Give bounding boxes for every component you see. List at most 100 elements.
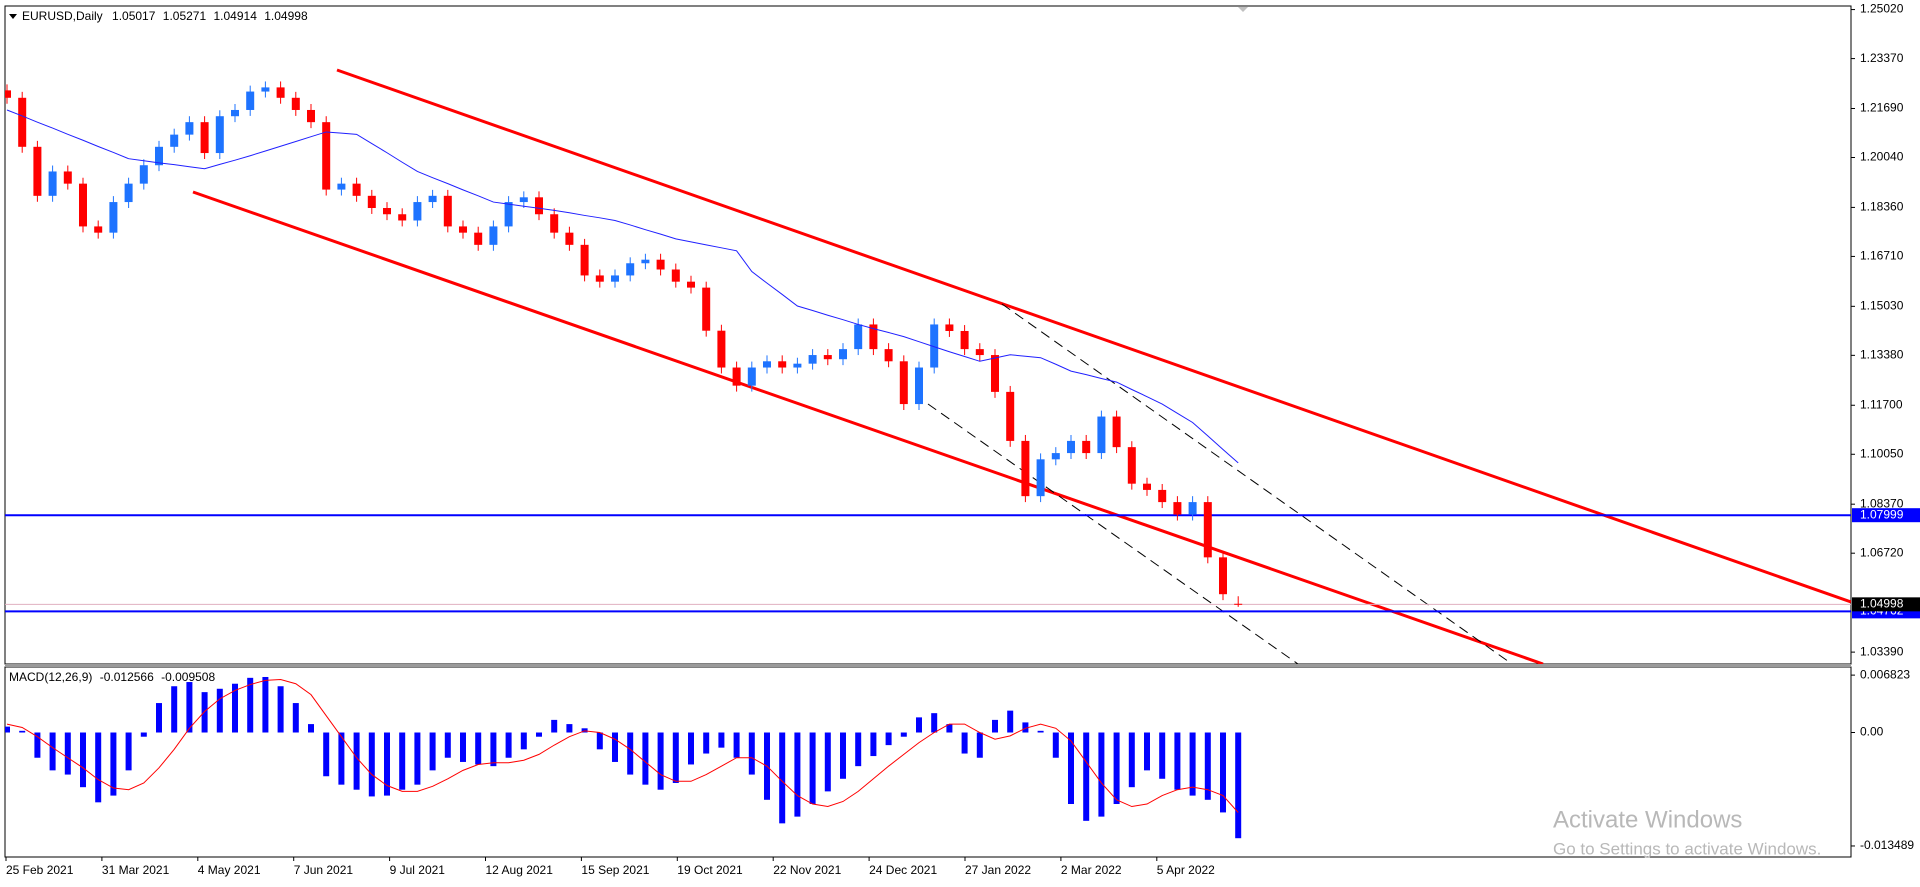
macd-bar bbox=[34, 732, 41, 758]
price-label: 1.04998 bbox=[1860, 597, 1904, 611]
macd-bar bbox=[460, 732, 466, 762]
y2-tick-label: 0.006823 bbox=[1860, 667, 1910, 681]
candle-body bbox=[1203, 502, 1212, 558]
x-tick-label: 2 Mar 2022 bbox=[1061, 863, 1122, 877]
macd-bar bbox=[520, 732, 527, 750]
candle-body bbox=[33, 146, 42, 196]
candle-body bbox=[884, 349, 893, 362]
macd-bar bbox=[292, 703, 299, 733]
y-tick-label: 1.06720 bbox=[1860, 545, 1904, 559]
candle-body bbox=[398, 214, 407, 221]
candle-body bbox=[535, 197, 543, 215]
candle-body bbox=[79, 183, 87, 227]
macd-bar bbox=[1128, 732, 1135, 788]
menu-triangle[interactable] bbox=[9, 14, 17, 19]
candle-body bbox=[18, 97, 27, 147]
candle-body bbox=[155, 146, 163, 166]
candle-body bbox=[763, 361, 771, 368]
macd-bar bbox=[399, 732, 406, 790]
x-tick-label: 25 Feb 2021 bbox=[6, 863, 74, 877]
macd-bar bbox=[1159, 732, 1166, 779]
macd-bar bbox=[5, 726, 10, 733]
candle-body bbox=[200, 122, 209, 154]
candle-body bbox=[626, 263, 635, 276]
close: 1.04998 bbox=[264, 9, 308, 23]
macd-bar bbox=[171, 686, 178, 733]
x-tick-label: 19 Oct 2021 bbox=[677, 863, 743, 877]
candle-body bbox=[1067, 440, 1075, 454]
candle-body bbox=[869, 324, 878, 350]
macd-bar bbox=[140, 732, 147, 737]
x-tick-label: 24 Dec 2021 bbox=[869, 863, 937, 877]
y2-tick-label: 0.00 bbox=[1860, 725, 1884, 739]
macd-bar bbox=[201, 692, 208, 733]
macd-bar bbox=[642, 732, 649, 785]
y-tick-label: 1.25020 bbox=[1860, 2, 1904, 16]
candle-body bbox=[352, 183, 361, 196]
macd-bar bbox=[536, 732, 542, 737]
candle-body bbox=[1051, 453, 1060, 460]
macd-bar bbox=[49, 732, 56, 771]
candle-body bbox=[991, 355, 999, 392]
macd-bar bbox=[976, 732, 983, 758]
candle-body bbox=[94, 226, 103, 233]
candle-body bbox=[367, 195, 376, 209]
y-tick-label: 1.18360 bbox=[1860, 200, 1904, 214]
candle-body bbox=[322, 122, 331, 190]
y-tick-label: 1.21690 bbox=[1860, 101, 1904, 115]
x-tick-label: 5 Apr 2022 bbox=[1157, 863, 1215, 877]
candle-body bbox=[565, 232, 574, 245]
candle-body bbox=[1112, 416, 1121, 448]
macd-bar bbox=[840, 732, 846, 779]
candle-body bbox=[915, 367, 923, 405]
candle-body bbox=[1006, 391, 1015, 441]
macd-bar bbox=[1022, 722, 1029, 733]
macd-bar bbox=[323, 732, 330, 777]
candle-body bbox=[1082, 440, 1091, 454]
candle-body bbox=[702, 287, 711, 331]
candle-body bbox=[413, 202, 422, 221]
macd-bar bbox=[64, 732, 71, 775]
candle-body bbox=[307, 109, 315, 123]
candle-body bbox=[778, 361, 787, 368]
macd-bar bbox=[353, 732, 360, 790]
chart-header: EURUSD,Daily 1.05017 1.05271 1.04914 1.0… bbox=[22, 9, 308, 23]
candle-body bbox=[1219, 557, 1227, 595]
y-tick-label: 1.16710 bbox=[1860, 249, 1904, 263]
macd-bar bbox=[247, 677, 254, 733]
candle-body bbox=[1097, 416, 1106, 454]
x-tick-label: 15 Sep 2021 bbox=[581, 863, 649, 877]
candle-body bbox=[580, 244, 589, 276]
candle-body bbox=[1173, 502, 1182, 515]
macd-bar bbox=[1235, 732, 1242, 839]
y-tick-label: 1.08370 bbox=[1860, 496, 1904, 510]
low: 1.04914 bbox=[214, 9, 258, 23]
moving-average bbox=[6, 109, 1239, 464]
dashed-line bbox=[927, 403, 1299, 664]
candle-body bbox=[930, 324, 939, 368]
macd-bar bbox=[429, 732, 436, 771]
candle-body bbox=[5, 90, 11, 98]
y2-tick-label: -0.013489 bbox=[1860, 838, 1914, 852]
candle-body bbox=[1143, 483, 1151, 490]
candle-body bbox=[1127, 447, 1136, 484]
candle-body bbox=[443, 195, 452, 227]
macd-bar bbox=[110, 732, 117, 796]
channel-upper bbox=[336, 68, 1851, 604]
macd-bar bbox=[414, 732, 421, 785]
macd-bar bbox=[612, 732, 618, 762]
y-tick-label: 1.03390 bbox=[1860, 644, 1904, 658]
candle-body bbox=[656, 259, 665, 270]
x-tick-label: 7 Jun 2021 bbox=[294, 863, 354, 877]
macd-bar bbox=[368, 732, 375, 797]
candle-body bbox=[611, 275, 619, 282]
macd-bar bbox=[232, 683, 238, 733]
macd-bar bbox=[156, 703, 162, 733]
macd-bar bbox=[870, 732, 877, 757]
macd-bar bbox=[992, 719, 998, 733]
macd-bar bbox=[961, 732, 968, 754]
candle-body bbox=[839, 349, 847, 360]
candle-body bbox=[474, 232, 483, 245]
